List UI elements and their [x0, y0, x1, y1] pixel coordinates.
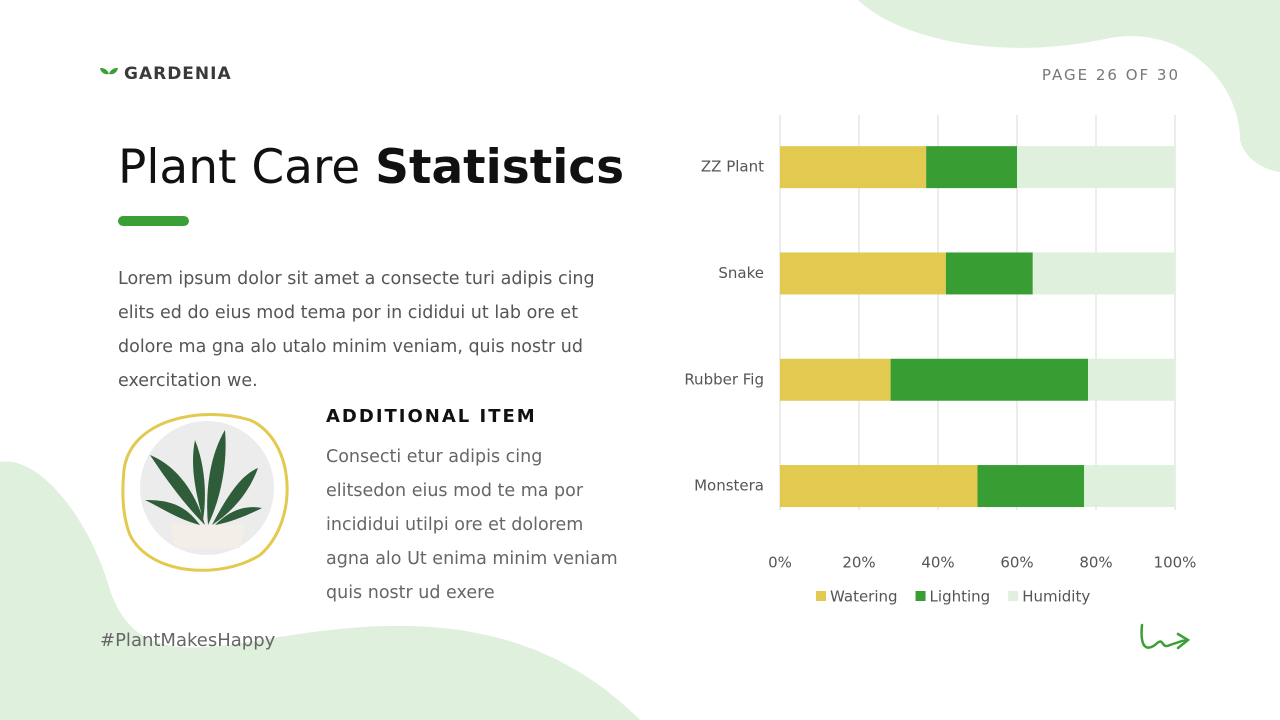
hashtag: #PlantMakesHappy: [100, 630, 276, 651]
x-tick-label: 80%: [1079, 554, 1112, 572]
bar-segment: [1088, 358, 1175, 401]
y-tick-label: Rubber Fig: [684, 370, 764, 388]
bar-segment: [890, 358, 1089, 401]
x-tick-label: 20%: [842, 554, 875, 572]
item-text: Consecti etur adipis cing elitsedon eius…: [326, 447, 618, 603]
bar-segment: [1084, 465, 1175, 508]
bar-segment: [1017, 146, 1175, 189]
legend-label: Humidity: [1022, 588, 1090, 606]
title: Plant Care Statistics: [118, 140, 624, 195]
x-tick-label: 40%: [921, 554, 954, 572]
legend-label: Watering: [830, 588, 898, 606]
bar-segment: [945, 252, 1033, 295]
brand-icon: [100, 68, 118, 82]
x-tick-label: 60%: [1000, 554, 1033, 572]
y-tick-label: Monstera: [694, 477, 764, 495]
legend-swatch: [915, 591, 926, 601]
bar-segment: [780, 146, 927, 189]
body-text: Lorem ipsum dolor sit amet a consecte tu…: [118, 269, 595, 391]
x-tick-label: 0%: [768, 554, 792, 572]
title-bold: Statistics: [375, 140, 625, 195]
accent-bar: [118, 216, 189, 226]
bar-segment: [926, 146, 1017, 189]
y-tick-label: ZZ Plant: [701, 158, 764, 176]
bar-segment: [780, 252, 946, 295]
chart: 0% 20% 40% 60% 80% 100% ZZ Plant Snake Rubber Fi…: [684, 115, 1197, 606]
title-light: Plant Care: [118, 140, 361, 195]
y-tick-label: Snake: [718, 264, 764, 282]
item-heading: ADDITIONAL ITEM: [326, 406, 537, 427]
legend-label: Lighting: [930, 588, 991, 606]
legend-swatch: [816, 591, 826, 601]
bar-segment: [1032, 252, 1175, 295]
bar-segment: [780, 465, 978, 508]
legend-swatch: [1008, 591, 1019, 601]
page-number: PAGE 26 OF 30: [1041, 66, 1180, 84]
brand: GARDENIA: [100, 64, 232, 84]
brand-name: GARDENIA: [124, 64, 232, 84]
bar-segment: [977, 465, 1085, 508]
bar-segment: [780, 358, 891, 401]
x-tick-label: 100%: [1154, 554, 1197, 572]
